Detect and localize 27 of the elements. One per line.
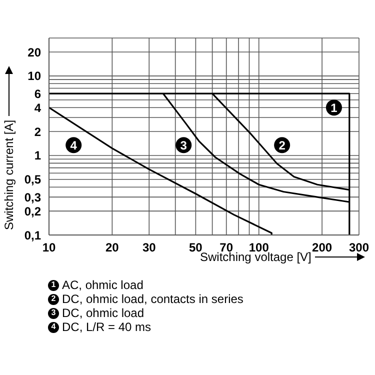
y-tick-label: 0,2 [24,204,42,218]
x-tick-label: 200 [312,240,332,255]
y-tick-label: 4 [34,100,42,115]
y-tick-label: 0,3 [24,190,42,204]
y-tick-label: 2 [34,124,42,139]
legend-label: DC, L/R = 40 ms [62,320,152,334]
legend-label: DC, ohmic load [62,306,144,320]
annotation: 4 [70,138,78,152]
x-tick-label: 20 [105,240,120,255]
y-axis-title: Switching current [A] [2,120,16,230]
legend-label: DC, ohmic load, contacts in series [62,292,244,306]
x-tick-label: 300 [348,240,370,255]
number-badge: 2 [48,294,59,304]
annotation: 1 [330,100,338,115]
y-tick-label: 20 [28,45,42,60]
number-badge: 1 [48,280,59,290]
x-tick-label: 30 [142,240,156,255]
y-tick-label: 6 [34,86,42,101]
legend-label: AC, ohmic load [62,278,144,292]
y-tick-label: 1 [34,148,42,163]
y-tick-label: 0,5 [24,172,42,187]
annotation: 3 [180,138,188,152]
number-badge: 4 [48,322,59,332]
y-tick-label: 0,1 [24,228,42,242]
annotation: 2 [278,138,286,152]
number-badge: 3 [48,308,59,318]
y-tick-label: 10 [28,69,42,84]
